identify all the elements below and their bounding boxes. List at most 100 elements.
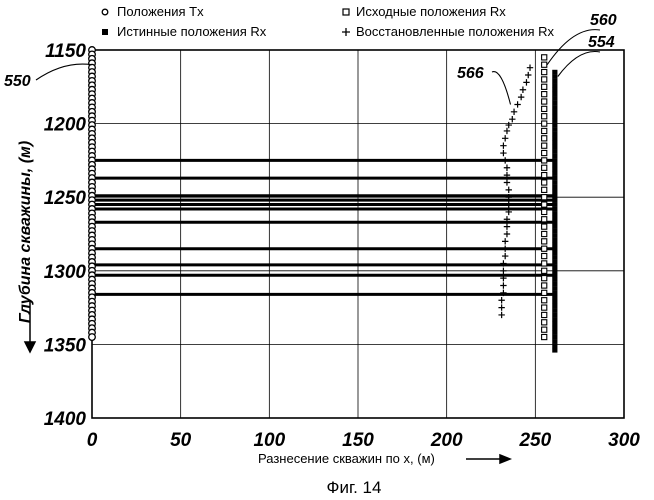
recovered-rx-point xyxy=(504,165,510,171)
legend-label-tx: Положения Tx xyxy=(117,4,204,19)
figure-caption: Фиг. 14 xyxy=(327,478,382,497)
recovered-rx-point xyxy=(506,201,512,207)
recovered-rx-point xyxy=(502,246,508,252)
true-rx-point xyxy=(552,96,557,101)
true-rx-point xyxy=(552,123,557,128)
legend-label-recovered-rx: Восстановленные положения Rx xyxy=(356,24,555,39)
true-rx-point xyxy=(552,149,557,154)
true-rx-point xyxy=(552,321,557,326)
legend-tx-marker xyxy=(102,9,108,15)
initial-rx-point xyxy=(542,305,547,310)
true-rx-point xyxy=(552,277,557,282)
initial-rx-point xyxy=(542,62,547,67)
true-rx-point xyxy=(552,92,557,97)
recovered-rx-point xyxy=(500,268,506,274)
true-rx-point xyxy=(552,308,557,313)
true-rx-point xyxy=(552,140,557,145)
true-rx-point xyxy=(552,313,557,318)
recovered-rx-point xyxy=(506,122,512,128)
reference-numeral-550: 550 xyxy=(4,73,31,90)
initial-rx-point xyxy=(542,224,547,229)
recovered-rx-point xyxy=(525,72,531,78)
true-rx-point xyxy=(552,317,557,322)
true-rx-point xyxy=(552,339,557,344)
true-rx-point xyxy=(552,348,557,353)
initial-rx-point xyxy=(542,239,547,244)
true-rx-point xyxy=(552,229,557,234)
legend-true-rx-marker xyxy=(102,29,108,35)
true-rx-point xyxy=(552,273,557,278)
recovered-rx-point xyxy=(504,128,510,134)
recovered-rx-point xyxy=(498,312,504,318)
x-tick-label: 100 xyxy=(253,430,285,451)
recovered-rx-point xyxy=(502,135,508,141)
initial-rx-point xyxy=(542,121,547,126)
recovered-rx-point xyxy=(502,253,508,259)
initial-rx-point xyxy=(542,283,547,288)
true-rx-point xyxy=(552,238,557,243)
true-rx-point xyxy=(552,335,557,340)
initial-rx-point xyxy=(542,217,547,222)
recovered-rx-point xyxy=(502,238,508,244)
recovered-rx-point xyxy=(506,187,512,193)
true-rx-point xyxy=(552,189,557,194)
plot-area: 0501001502002503001150120012501300135014… xyxy=(4,12,640,451)
true-rx-point xyxy=(552,171,557,176)
y-tick-label: 1150 xyxy=(45,41,86,62)
true-rx-point xyxy=(552,70,557,75)
x-axis-arrow xyxy=(466,455,510,463)
true-rx-point xyxy=(552,163,557,168)
x-tick-label: 50 xyxy=(170,430,192,451)
true-rx-point xyxy=(552,344,557,349)
initial-rx-point xyxy=(542,173,547,178)
true-rx-point xyxy=(552,282,557,287)
initial-rx-point xyxy=(542,334,547,339)
true-rx-point xyxy=(552,198,557,203)
true-rx-point xyxy=(552,176,557,181)
reference-leader-line xyxy=(492,72,511,105)
true-rx-point xyxy=(552,136,557,141)
initial-rx-point xyxy=(542,55,547,60)
true-rx-point xyxy=(552,193,557,198)
reference-numeral-566: 566 xyxy=(457,65,484,82)
recovered-rx-point xyxy=(498,297,504,303)
legend-label-initial-rx: Исходные положения Rx xyxy=(356,4,506,19)
legend-initial-rx-marker xyxy=(343,9,349,15)
recovered-rx-point xyxy=(502,157,508,163)
true-rx-point xyxy=(552,167,557,172)
true-rx-point xyxy=(552,154,557,159)
reference-numeral-560: 560 xyxy=(590,12,617,29)
initial-rx-point xyxy=(542,92,547,97)
true-rx-point xyxy=(552,246,557,251)
true-rx-point xyxy=(552,255,557,260)
initial-rx-point xyxy=(542,77,547,82)
initial-rx-point xyxy=(542,202,547,207)
true-rx-point xyxy=(552,330,557,335)
initial-rx-point xyxy=(542,158,547,163)
true-rx-point xyxy=(552,251,557,256)
y-tick-label: 1200 xyxy=(44,115,87,136)
recovered-rx-point xyxy=(518,94,524,100)
initial-rx-point xyxy=(542,261,547,266)
initial-rx-point xyxy=(542,276,547,281)
recovered-rx-point xyxy=(511,109,517,115)
true-rx-point xyxy=(552,299,557,304)
recovered-rx-point xyxy=(504,231,510,237)
true-rx-point xyxy=(552,110,557,115)
initial-rx-point xyxy=(542,114,547,119)
recovered-rx-point xyxy=(520,87,526,93)
initial-rx-point xyxy=(542,150,547,155)
initial-rx-point xyxy=(542,69,547,74)
initial-rx-point xyxy=(542,84,547,89)
true-rx-point xyxy=(552,87,557,92)
true-rx-point xyxy=(552,185,557,190)
true-rx-point xyxy=(552,326,557,331)
recovered-rx-point xyxy=(527,64,533,70)
true-rx-point xyxy=(552,220,557,225)
initial-rx-point xyxy=(542,136,547,141)
true-rx-point xyxy=(552,114,557,119)
y-tick-label: 1350 xyxy=(44,335,87,356)
reference-leader-line xyxy=(36,64,92,80)
true-rx-point xyxy=(552,202,557,207)
reference-leader-line xyxy=(558,52,600,77)
